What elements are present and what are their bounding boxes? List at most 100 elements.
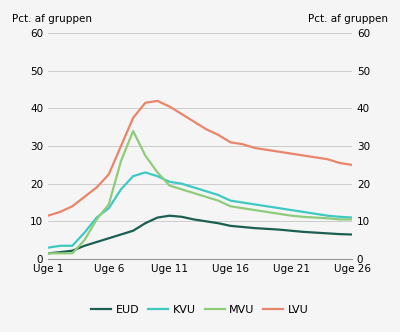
EUD	[58, 250, 62, 254]
KVU	[301, 210, 306, 214]
MVU	[46, 251, 50, 255]
MVU	[338, 217, 342, 221]
LVU	[350, 163, 354, 167]
KVU	[252, 203, 257, 207]
LVU	[277, 150, 282, 154]
LVU	[289, 152, 294, 156]
LVU	[58, 210, 62, 214]
MVU	[58, 251, 62, 255]
EUD	[301, 230, 306, 234]
KVU	[264, 204, 269, 208]
LVU	[118, 144, 123, 148]
EUD	[70, 249, 75, 253]
MVU	[192, 191, 196, 195]
KVU	[58, 244, 62, 248]
MVU	[179, 187, 184, 191]
MVU	[167, 184, 172, 188]
EUD	[106, 236, 111, 240]
Line: EUD: EUD	[48, 216, 352, 253]
MVU	[216, 199, 221, 203]
Legend: EUD, KVU, MVU, LVU: EUD, KVU, MVU, LVU	[87, 301, 313, 319]
KVU	[155, 174, 160, 178]
EUD	[216, 221, 221, 225]
KVU	[228, 199, 233, 203]
LVU	[70, 204, 75, 208]
LVU	[313, 155, 318, 159]
MVU	[131, 129, 136, 133]
MVU	[155, 170, 160, 174]
EUD	[82, 244, 87, 248]
LVU	[264, 148, 269, 152]
EUD	[179, 215, 184, 219]
MVU	[325, 216, 330, 220]
KVU	[118, 187, 123, 191]
KVU	[70, 244, 75, 248]
LVU	[228, 140, 233, 144]
MVU	[143, 153, 148, 157]
EUD	[338, 232, 342, 236]
LVU	[82, 195, 87, 199]
KVU	[289, 208, 294, 212]
MVU	[204, 195, 208, 199]
MVU	[94, 217, 99, 221]
KVU	[216, 193, 221, 197]
LVU	[155, 99, 160, 103]
KVU	[240, 201, 245, 205]
KVU	[204, 189, 208, 193]
MVU	[118, 159, 123, 163]
EUD	[192, 217, 196, 221]
MVU	[240, 206, 245, 210]
LVU	[192, 120, 196, 124]
Text: Pct. af gruppen: Pct. af gruppen	[12, 14, 92, 24]
KVU	[94, 215, 99, 219]
EUD	[252, 226, 257, 230]
KVU	[143, 170, 148, 174]
LVU	[94, 186, 99, 190]
EUD	[46, 251, 50, 255]
EUD	[277, 228, 282, 232]
Text: Pct. af gruppen: Pct. af gruppen	[308, 14, 388, 24]
MVU	[252, 208, 257, 212]
LVU	[131, 116, 136, 120]
LVU	[338, 161, 342, 165]
KVU	[46, 246, 50, 250]
MVU	[70, 251, 75, 255]
EUD	[240, 225, 245, 229]
EUD	[94, 240, 99, 244]
LVU	[301, 153, 306, 157]
KVU	[350, 215, 354, 219]
EUD	[118, 232, 123, 236]
EUD	[313, 231, 318, 235]
KVU	[277, 206, 282, 210]
KVU	[167, 180, 172, 184]
EUD	[204, 219, 208, 223]
KVU	[192, 186, 196, 190]
LVU	[216, 133, 221, 137]
MVU	[277, 212, 282, 216]
MVU	[82, 238, 87, 242]
MVU	[264, 210, 269, 214]
Line: MVU: MVU	[48, 131, 352, 253]
KVU	[313, 212, 318, 216]
MVU	[228, 204, 233, 208]
LVU	[252, 146, 257, 150]
LVU	[240, 142, 245, 146]
KVU	[82, 231, 87, 235]
KVU	[325, 214, 330, 218]
KVU	[131, 174, 136, 178]
LVU	[204, 127, 208, 131]
Line: KVU: KVU	[48, 172, 352, 248]
EUD	[155, 215, 160, 219]
MVU	[106, 203, 111, 207]
EUD	[167, 214, 172, 218]
MVU	[289, 214, 294, 218]
LVU	[106, 172, 111, 176]
LVU	[179, 112, 184, 116]
EUD	[289, 229, 294, 233]
EUD	[228, 224, 233, 228]
Line: LVU: LVU	[48, 101, 352, 216]
EUD	[350, 232, 354, 236]
MVU	[350, 217, 354, 221]
EUD	[131, 229, 136, 233]
EUD	[264, 227, 269, 231]
